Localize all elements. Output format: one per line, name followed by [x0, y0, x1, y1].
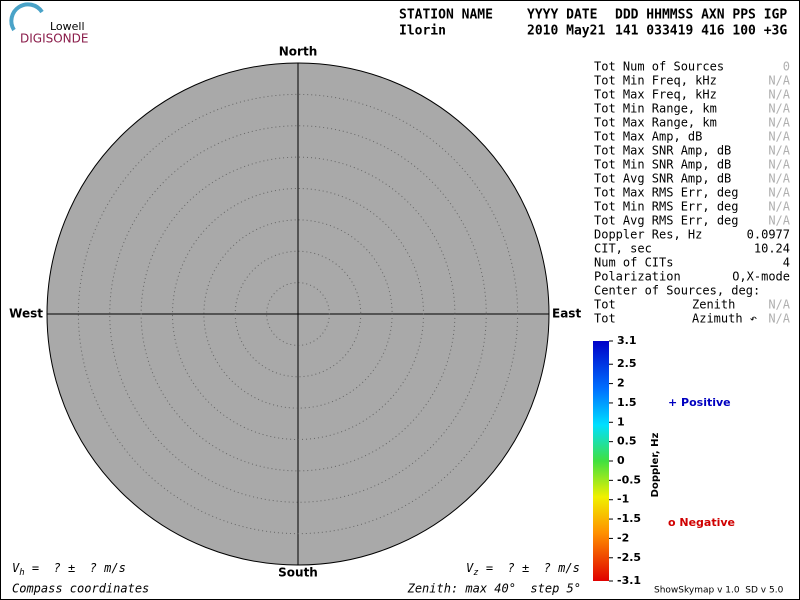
stat-label: Tot Avg SNR Amp, dB — [594, 172, 731, 186]
colorbar-tick-label: 1 — [617, 415, 625, 428]
header-value: 2010 May21 — [527, 24, 605, 39]
north-label: North — [279, 45, 317, 59]
colorbar-tick-label: 2 — [617, 377, 625, 390]
colorbar-tick-label: 0.5 — [617, 435, 637, 448]
colorbar-tick-label: 3.1 — [617, 334, 637, 347]
stat-value: N/A — [768, 312, 790, 326]
stat-value: 4 — [783, 256, 790, 270]
west-label: West — [9, 307, 43, 321]
stat-value: N/A — [768, 130, 790, 144]
positive-legend: + Positive — [668, 396, 731, 409]
stat-value: N/A — [768, 298, 790, 312]
colorbar-tick-label: -2.5 — [617, 551, 641, 564]
stat-value: N/A — [768, 144, 790, 158]
stat-label: Num of CITs — [594, 256, 673, 270]
colorbar-tick-label: 2.5 — [617, 357, 637, 370]
stat-label: Tot Min RMS Err, deg — [594, 200, 739, 214]
colorbar — [593, 341, 609, 581]
header-column: YYYY DATE — [527, 8, 597, 23]
stat-value: N/A — [768, 88, 790, 102]
logo-bottom: DIGISONDE — [20, 32, 88, 46]
skymap — [46, 62, 550, 566]
stat-label: Center of Sources, deg: — [594, 284, 760, 298]
stat-value: 0 — [783, 60, 790, 74]
colorbar-tick-label: 1.5 — [617, 396, 637, 409]
colorbar-tick-label: -0.5 — [617, 473, 641, 486]
stat-label: Polarization — [594, 270, 681, 284]
zenith-ring — [172, 188, 424, 440]
stat-label: Tot Max RMS Err, deg — [594, 186, 739, 200]
vh-readout: Vh = ? ± ? m/s — [12, 561, 126, 578]
zenith-note: Zenith: max 40° step 5° — [407, 582, 581, 596]
stat-value: N/A — [768, 116, 790, 130]
negative-legend: o Negative — [668, 516, 735, 529]
east-label: East — [552, 307, 581, 321]
zenith-ring — [140, 156, 456, 472]
stat-label: Tot Min SNR Amp, dB — [594, 158, 731, 172]
stat-label: Tot Max Amp, dB — [594, 130, 702, 144]
stat-value: N/A — [768, 158, 790, 172]
coordinates-note: Compass coordinates — [12, 582, 149, 596]
zenith-ring — [203, 219, 393, 409]
zenith-ring — [77, 93, 519, 535]
stat-label: Tot Max Freq, kHz — [594, 88, 717, 102]
stat-label: Tot Avg RMS Err, deg — [594, 214, 739, 228]
header-column: STATION NAME — [399, 8, 493, 23]
vz-readout: Vz = ? ± ? m/s — [466, 561, 580, 578]
stat-note: Zenith — [692, 298, 735, 312]
zenith-ring — [266, 282, 330, 346]
colorbar-tick-label: -1.5 — [617, 512, 641, 525]
stat-note: Azimuth ↶ — [692, 312, 757, 326]
colorbar-tick-label: -2 — [617, 531, 629, 544]
stat-value: 0.0977 — [747, 228, 790, 242]
colorbar-tick-label: -1 — [617, 493, 629, 506]
version-note: ShowSkymap v 1.0 SD v 5.0 — [654, 586, 784, 596]
stat-value: N/A — [768, 172, 790, 186]
stat-value: N/A — [768, 74, 790, 88]
stat-value: N/A — [768, 214, 790, 228]
stat-label: Tot Min Freq, kHz — [594, 74, 717, 88]
colorbar-tick-label: -3.1 — [617, 574, 641, 587]
stat-label: Tot Min Range, km — [594, 102, 717, 116]
stat-value: 10.24 — [754, 242, 790, 256]
stat-label: CIT, sec — [594, 242, 652, 256]
stat-label: Tot Num of Sources — [594, 60, 724, 74]
header-value: Ilorin — [399, 24, 446, 39]
stat-value: O,X-mode — [732, 270, 790, 284]
stat-value: N/A — [768, 102, 790, 116]
header-column: DDD HHMMSS AXN PPS IGP — [615, 8, 787, 23]
stat-label: Tot — [594, 298, 616, 312]
stat-label: Doppler Res, Hz — [594, 228, 702, 242]
stat-label: Tot Max Range, km — [594, 116, 717, 130]
zenith-ring — [234, 250, 362, 378]
south-label: South — [278, 566, 318, 580]
header-value: 141 033419 416 100 +3G — [615, 24, 787, 39]
stat-value: N/A — [768, 186, 790, 200]
stat-value: N/A — [768, 200, 790, 214]
colorbar-tick-label: 0 — [617, 454, 625, 467]
colorbar-label: Doppler, Hz — [650, 433, 661, 498]
stat-label: Tot — [594, 312, 616, 326]
zenith-ring — [109, 125, 487, 503]
logo-arc — [9, 2, 44, 32]
logo-top: Lowell — [50, 20, 85, 33]
stat-label: Tot Max SNR Amp, dB — [594, 144, 731, 158]
